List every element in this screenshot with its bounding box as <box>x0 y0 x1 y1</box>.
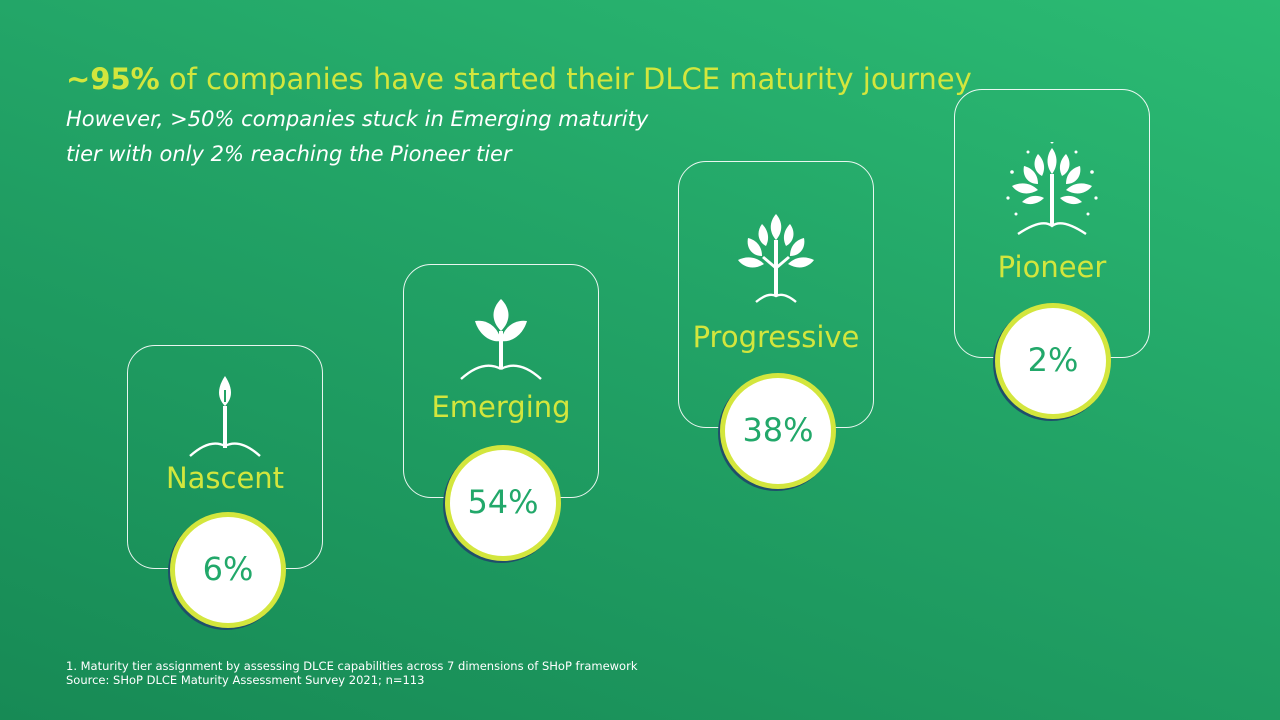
tier-card-progressive: Progressive <box>678 161 874 428</box>
tier-card-nascent: Nascent <box>127 345 323 569</box>
sprout-icon <box>189 376 261 457</box>
tier-card-emerging: Emerging <box>403 264 599 498</box>
percent-value-emerging: 54% <box>467 483 539 521</box>
ring-graphic <box>993 303 1111 421</box>
footnote-source: Source: SHoP DLCE Maturity Assessment Su… <box>66 673 425 687</box>
percent-ring-progressive: 38% <box>716 369 840 493</box>
headline-highlight: ~95% <box>66 62 160 96</box>
footnotes: 1. Maturity tier assignment by assessing… <box>66 659 637 687</box>
tier-label-emerging: Emerging <box>431 390 571 424</box>
seedling-icon <box>460 299 542 380</box>
headline-text: of companies have started their DLCE mat… <box>159 62 972 96</box>
tier-card-pioneer: Pioneer <box>954 89 1150 358</box>
full-tree-icon <box>1006 142 1098 235</box>
tier-label-nascent: Nascent <box>165 461 285 495</box>
tier-label-pioneer: Pioneer <box>997 250 1107 284</box>
percent-ring-pioneer: 2% <box>991 299 1115 423</box>
ring-graphic <box>443 445 561 563</box>
percent-value-nascent: 6% <box>202 550 254 588</box>
percent-ring-emerging: 54% <box>441 441 565 565</box>
tier-label-progressive: Progressive <box>692 320 860 354</box>
footnote-note: 1. Maturity tier assignment by assessing… <box>66 659 638 673</box>
headline: ~95% of companies have started their DLC… <box>66 62 972 96</box>
subheadline: However, >50% companies stuck in Emergin… <box>66 107 649 166</box>
young-tree-icon <box>738 214 814 303</box>
percent-value-progressive: 38% <box>742 411 814 449</box>
ring-graphic <box>718 373 836 491</box>
percent-ring-nascent: 6% <box>166 508 290 632</box>
ring-graphic <box>168 512 286 630</box>
percent-value-pioneer: 2% <box>1027 341 1079 379</box>
